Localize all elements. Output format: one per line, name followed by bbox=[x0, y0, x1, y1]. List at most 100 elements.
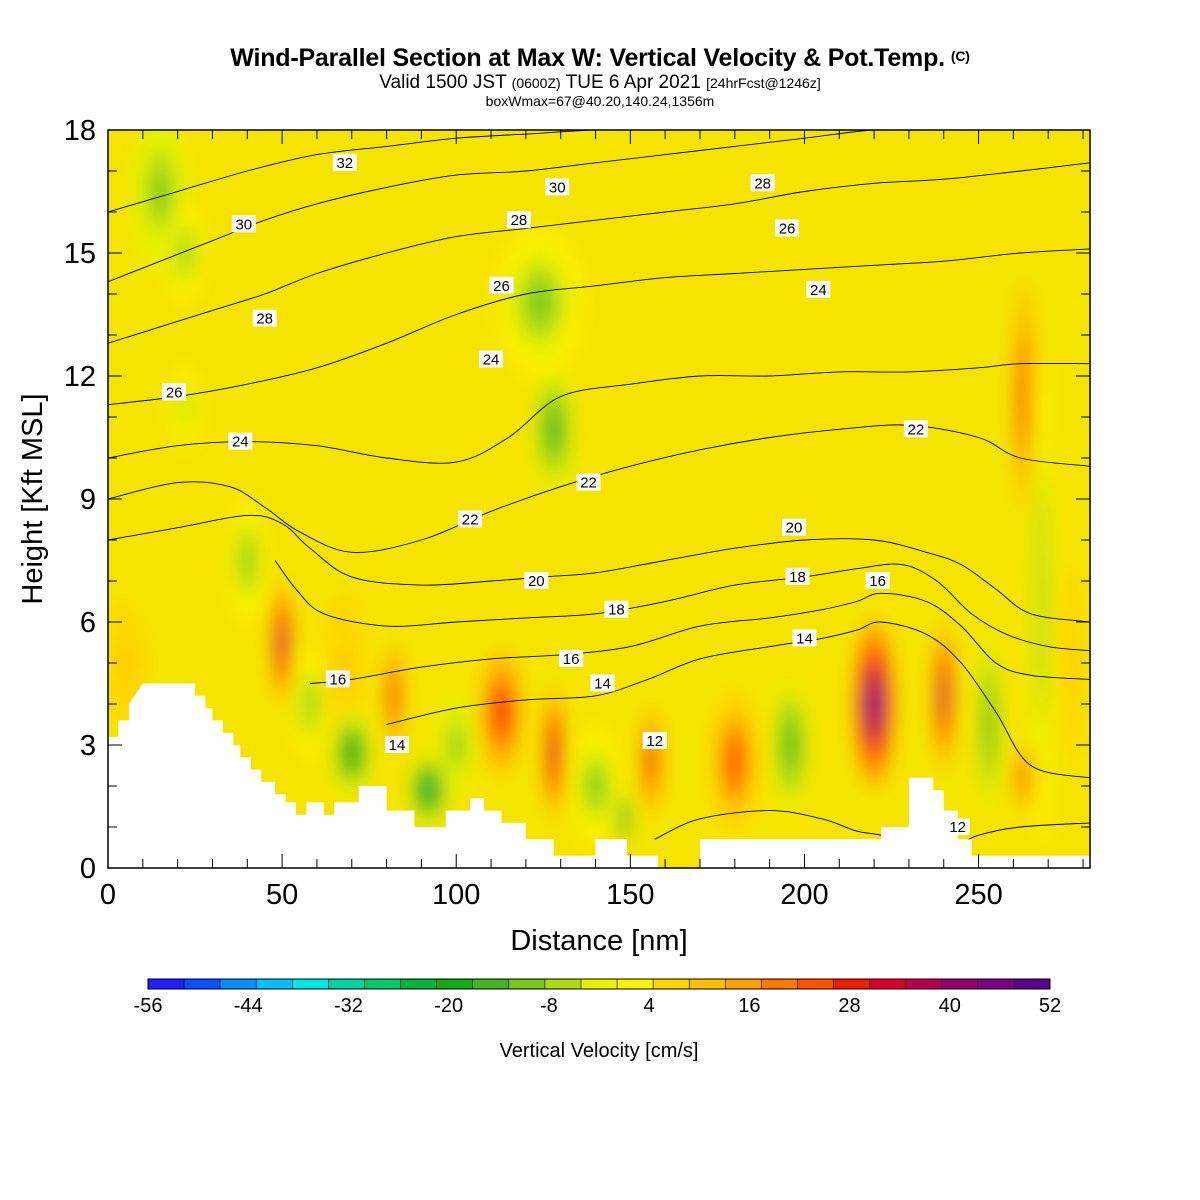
colorbar-tick-label: -32 bbox=[334, 995, 363, 1017]
vertical-velocity-cell bbox=[153, 171, 168, 212]
contour-label: 24 bbox=[806, 280, 831, 299]
contour-label: 32 bbox=[332, 153, 357, 172]
vertical-velocity-cell bbox=[1038, 540, 1044, 663]
contour-label-box bbox=[325, 670, 350, 688]
vertical-velocity-cell bbox=[346, 741, 357, 765]
vertical-velocity-cell bbox=[181, 398, 189, 420]
contour-label-box bbox=[806, 280, 831, 298]
contour-label-box bbox=[506, 211, 531, 229]
title-text: Wind-Parallel Section at Max W: Vertical… bbox=[230, 44, 945, 72]
colorbar-swatch bbox=[400, 979, 438, 989]
colorbar-tick-label: 28 bbox=[838, 995, 860, 1017]
chart-title: Wind-Parallel Section at Max W: Vertical… bbox=[0, 44, 1200, 73]
vertical-velocity-cell bbox=[305, 690, 315, 718]
colorbar-tick-label: -20 bbox=[434, 995, 463, 1017]
vertical-velocity-cell bbox=[648, 748, 654, 775]
colorbar-swatch bbox=[725, 979, 762, 989]
x-axis-label: Distance [nm] bbox=[510, 925, 687, 957]
contour-label-text: 18 bbox=[608, 602, 625, 619]
contour-label-box bbox=[785, 567, 810, 585]
contour-label-text: 18 bbox=[789, 569, 806, 586]
contour-label-text: 28 bbox=[256, 311, 273, 328]
y-tick-label: 18 bbox=[64, 115, 96, 147]
vertical-velocity-cell bbox=[529, 283, 551, 321]
contour-label-text: 26 bbox=[166, 384, 183, 401]
colorbar-tick-label: -56 bbox=[134, 995, 163, 1017]
theta-contour-28 bbox=[108, 162, 1090, 344]
contour-label-text: 16 bbox=[869, 573, 886, 590]
vertical-velocity-cell bbox=[589, 771, 602, 801]
contour-label-text: 24 bbox=[810, 282, 827, 299]
y-tick-label: 12 bbox=[64, 361, 96, 393]
x-tick-label: 250 bbox=[954, 879, 1002, 911]
theta-contour-26 bbox=[108, 248, 1090, 406]
colorbar-swatch bbox=[905, 979, 943, 989]
vertical-velocity-cell bbox=[621, 810, 626, 827]
colorbar-tick-label: 16 bbox=[738, 995, 760, 1017]
vertical-velocity-field bbox=[108, 130, 1084, 852]
contour-label: 26 bbox=[489, 276, 514, 295]
contour-label-text: 22 bbox=[908, 421, 925, 438]
valid-time-line: Valid 1500 JST (0600Z) TUE 6 Apr 2021 [2… bbox=[0, 72, 1200, 94]
vertical-velocity-cell bbox=[728, 742, 741, 780]
colorbar-tick-label: -8 bbox=[540, 995, 558, 1017]
theta-contour-16 bbox=[309, 592, 1090, 684]
valid-prefix: Valid 1500 JST bbox=[379, 72, 507, 93]
y-axis-label: Height [Kft MSL] bbox=[17, 393, 49, 604]
contour-label-text: 28 bbox=[511, 212, 528, 229]
contour-label: 12 bbox=[642, 731, 667, 750]
contour-label-box bbox=[750, 174, 775, 192]
vertical-velocity-cell bbox=[279, 627, 285, 658]
contour-label-box bbox=[559, 649, 584, 667]
contour-label: 20 bbox=[782, 518, 807, 537]
contour-label-box bbox=[642, 731, 667, 749]
contour-label: 26 bbox=[162, 383, 187, 401]
vertical-velocity-cell bbox=[120, 647, 131, 679]
contour-label: 30 bbox=[545, 178, 570, 196]
contour-label-box bbox=[792, 629, 817, 647]
y-tick-label: 3 bbox=[80, 730, 96, 762]
contour-label-box bbox=[775, 219, 800, 237]
contour-label-box bbox=[489, 276, 514, 294]
contour-label-box bbox=[228, 432, 253, 450]
contour-label-text: 22 bbox=[580, 475, 597, 492]
contour-label-box bbox=[252, 309, 277, 327]
colorbar-swatch bbox=[653, 979, 690, 989]
vertical-velocity-cell bbox=[451, 731, 461, 759]
contour-label-text: 14 bbox=[796, 630, 813, 647]
colorbar-swatch bbox=[833, 979, 871, 989]
contour-label: 20 bbox=[524, 572, 549, 590]
theta-contour-20 bbox=[108, 514, 1090, 623]
contour-label-text: 30 bbox=[549, 179, 566, 196]
vertical-velocity-cell bbox=[868, 683, 880, 725]
copyright-mark: (C) bbox=[950, 48, 970, 64]
y-tick-label: 0 bbox=[80, 853, 96, 885]
vertical-velocity-cell bbox=[180, 240, 189, 266]
colorbar-swatch bbox=[436, 979, 474, 989]
contour-label-text: 14 bbox=[594, 676, 611, 693]
valid-utc: (0600Z) bbox=[511, 75, 561, 91]
contour-label: 24 bbox=[479, 350, 504, 369]
colorbar-tick-label: 52 bbox=[1039, 995, 1061, 1017]
colorbar-swatch bbox=[472, 979, 510, 989]
x-tick-label: 150 bbox=[606, 879, 654, 911]
contour-label-text: 28 bbox=[754, 175, 771, 192]
colorbar-swatch bbox=[508, 979, 546, 989]
colorbar-swatch bbox=[328, 979, 365, 989]
colorbar-swatch bbox=[292, 979, 329, 989]
theta-contour-24 bbox=[108, 362, 1090, 464]
vertical-velocity-cell bbox=[986, 701, 992, 748]
contour-label: 28 bbox=[506, 211, 531, 229]
contour-label: 12 bbox=[945, 818, 970, 836]
contour-label-box bbox=[590, 674, 615, 692]
box-max-info: boxWmax=67@40.20,140.24,1356m bbox=[485, 93, 715, 109]
y-tick-label: 9 bbox=[80, 484, 96, 516]
contour-label-box bbox=[903, 420, 928, 438]
contour-label: 16 bbox=[865, 572, 890, 590]
contour-label-text: 30 bbox=[235, 216, 252, 233]
forecast-info: [24hrFcst@1246z] bbox=[706, 75, 821, 91]
x-tick-label: 100 bbox=[432, 879, 480, 911]
contour-label-text: 14 bbox=[389, 737, 406, 754]
contour-label: 22 bbox=[903, 420, 928, 438]
contour-label-box bbox=[458, 510, 483, 528]
